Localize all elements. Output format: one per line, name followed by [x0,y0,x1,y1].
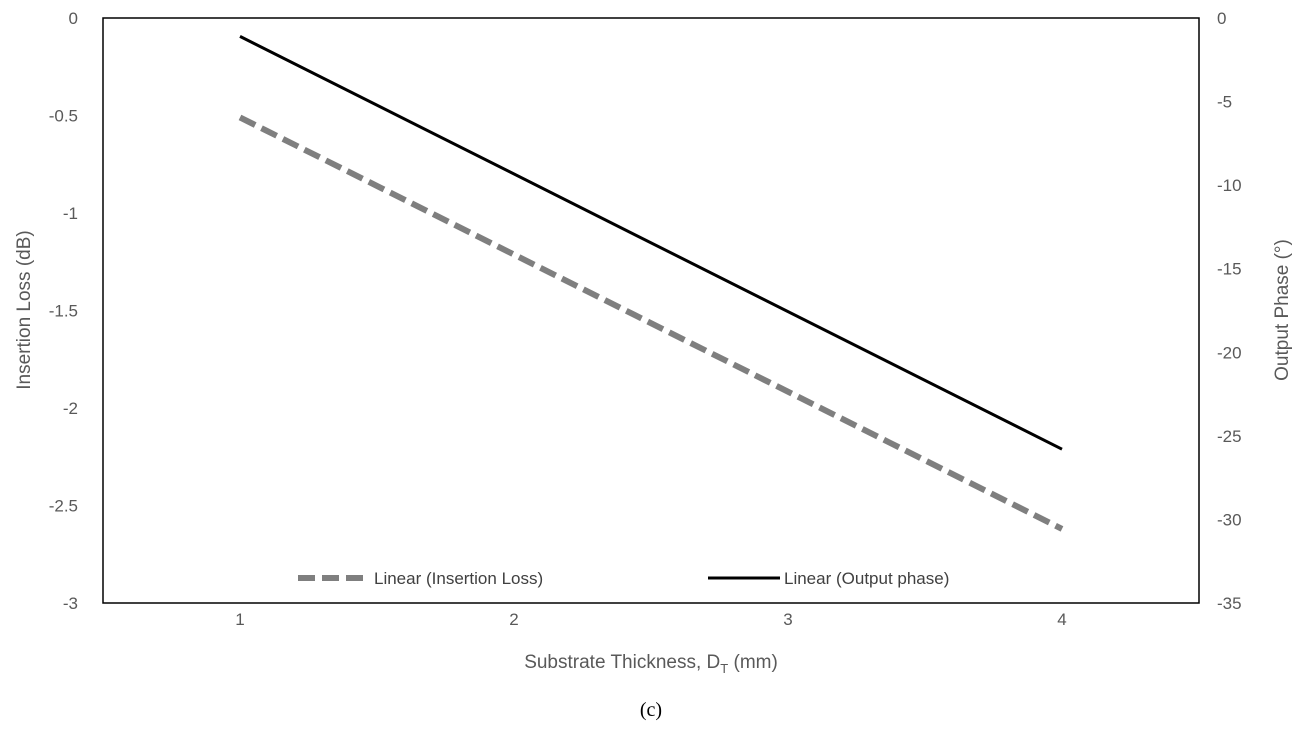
y-right-tick-label: -10 [1217,176,1242,195]
y-right-axis-title: Output Phase (°) [1272,239,1293,381]
x-tick-label: 1 [235,610,244,629]
x-tick-label: 2 [509,610,518,629]
y-right-tick-label: 0 [1217,9,1226,28]
y-right-tick-label: -5 [1217,93,1232,112]
series-line-linear-output-phase [239,35,1063,451]
legend: Linear (Insertion Loss) Linear (Output p… [298,569,949,588]
y-left-tick-label: 0 [69,9,78,28]
y-right-tick-label: -15 [1217,260,1242,279]
y-left-tick-label: -2 [63,399,78,418]
legend-label-output-phase: Linear (Output phase) [784,569,949,588]
series-layer [238,35,1064,532]
figure-caption: (c) [640,699,662,721]
y-left-tick-labels: 0 -0.5 -1 -1.5 -2 -2.5 -3 [49,9,78,613]
y-left-tick-label: -0.5 [49,107,78,126]
y-left-tick-label: -1 [63,204,78,223]
y-left-axis-title: Insertion Loss (dB) [14,230,35,389]
legend-label-insertion-loss: Linear (Insertion Loss) [374,569,543,588]
x-tick-label: 4 [1057,610,1066,629]
y-right-tick-label: -20 [1217,343,1242,362]
series-line-linear-insertion-loss [238,114,1064,532]
y-left-tick-label: -1.5 [49,302,78,321]
x-tick-labels: 1 2 3 4 [235,610,1066,629]
y-left-tick-label: -3 [63,594,78,613]
plot-frame [102,17,1200,604]
y-right-tick-label: -25 [1217,427,1242,446]
x-tick-label: 3 [783,610,792,629]
y-right-tick-labels: 0 -5 -10 -15 -20 -25 -30 -35 [1217,9,1242,613]
y-left-tick-label: -2.5 [49,497,78,516]
y-right-tick-label: -35 [1217,594,1242,613]
y-right-tick-label: -30 [1217,510,1242,529]
x-axis-title: Substrate Thickness, DT (mm) [524,652,778,676]
